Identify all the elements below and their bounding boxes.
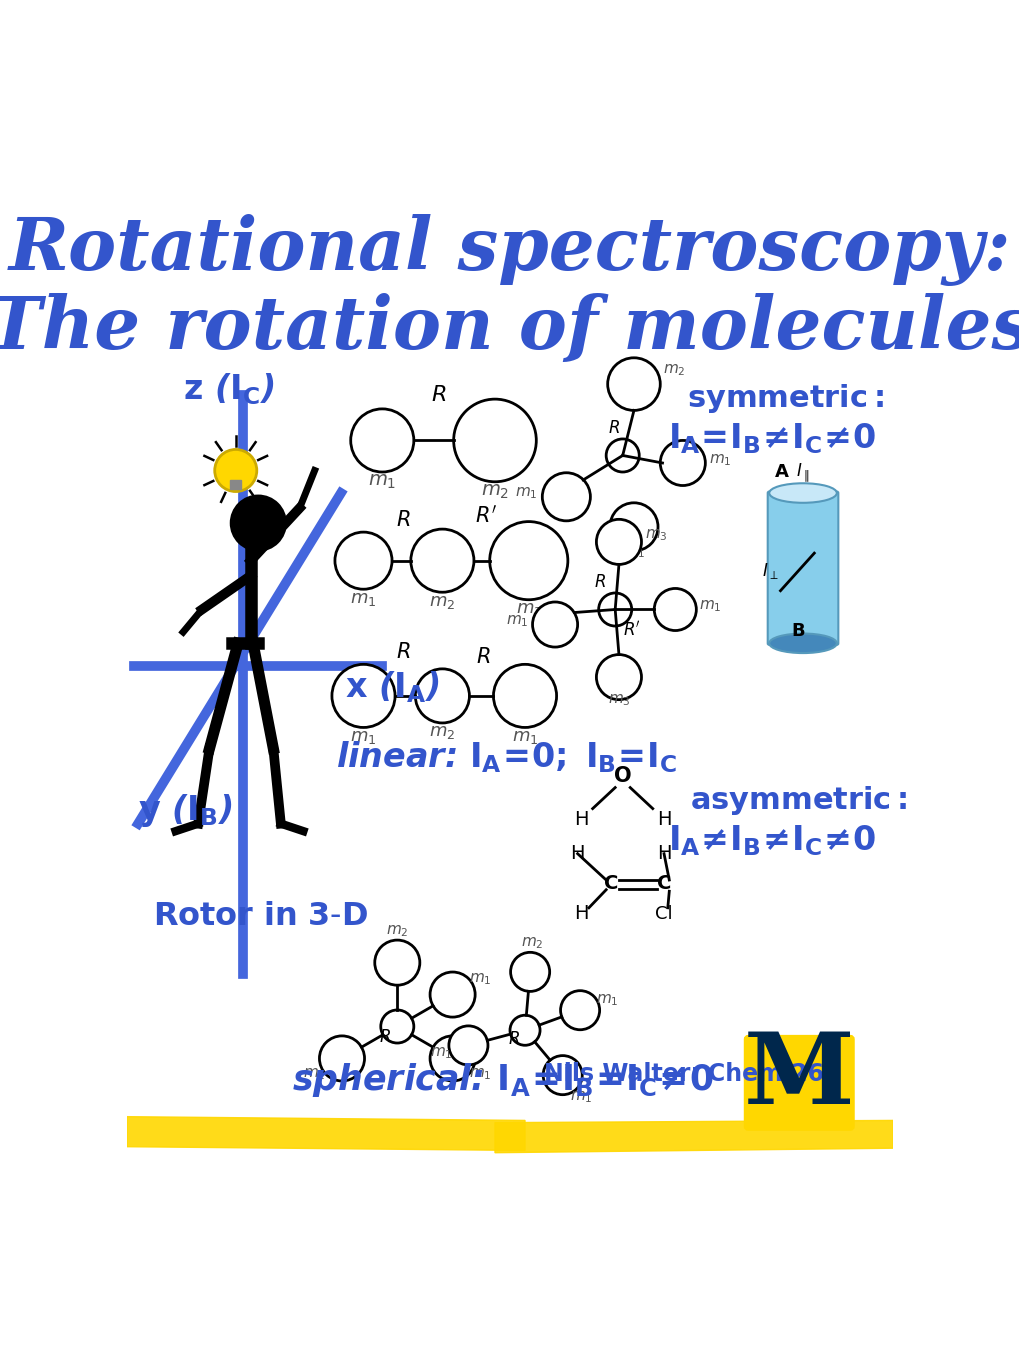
Text: $m_1$: $m_1$ — [468, 970, 491, 987]
Text: $R$: $R$ — [395, 510, 410, 529]
Text: $R$: $R$ — [395, 642, 410, 661]
Text: Cl: Cl — [654, 905, 673, 923]
Text: $R$: $R$ — [476, 646, 490, 667]
Text: $I_{\perp}$: $I_{\perp}$ — [761, 561, 777, 581]
Circle shape — [607, 358, 659, 411]
Text: $m_1$: $m_1$ — [622, 544, 645, 561]
Text: $\mathbf{I_A\!\neq\!I_B\!\neq\!I_C\!\neq\!0}$: $\mathbf{I_A\!\neq\!I_B\!\neq\!I_C\!\neq… — [667, 823, 875, 857]
Text: A: A — [773, 463, 788, 480]
Circle shape — [374, 940, 420, 985]
Circle shape — [334, 532, 391, 589]
Circle shape — [659, 441, 705, 486]
Text: $m_1$: $m_1$ — [512, 728, 538, 746]
Ellipse shape — [768, 483, 836, 502]
Text: $m_1$: $m_1$ — [699, 599, 721, 614]
Circle shape — [542, 472, 590, 521]
Text: $m_2$: $m_2$ — [480, 482, 508, 501]
Circle shape — [609, 502, 657, 551]
Text: H: H — [656, 810, 671, 829]
Polygon shape — [494, 1120, 893, 1153]
Circle shape — [229, 494, 286, 551]
Text: $m_2$: $m_2$ — [429, 593, 455, 611]
Circle shape — [511, 953, 549, 991]
Circle shape — [411, 529, 474, 592]
Text: $m_2$: $m_2$ — [521, 935, 543, 951]
Text: $m_1$: $m_1$ — [708, 452, 731, 468]
Circle shape — [596, 655, 641, 700]
Circle shape — [319, 1036, 364, 1081]
Text: linear: $\mathbf{I_A\!=\!0;\ I_B\!=\!I_C}$: linear: $\mathbf{I_A\!=\!0;\ I_B\!=\!I_C… — [335, 739, 676, 774]
Text: M: M — [743, 1029, 854, 1126]
Polygon shape — [126, 1116, 525, 1150]
Text: $m_1$: $m_1$ — [505, 614, 528, 629]
Bar — [230, 480, 240, 490]
Circle shape — [605, 440, 639, 472]
Circle shape — [596, 520, 641, 565]
Text: $m_3$: $m_3$ — [515, 600, 541, 618]
Text: H: H — [656, 844, 671, 863]
Circle shape — [653, 588, 696, 630]
Circle shape — [560, 991, 599, 1030]
Circle shape — [331, 664, 394, 728]
Text: $\mathbf{asymmetric:}$: $\mathbf{asymmetric:}$ — [690, 784, 907, 817]
Text: $\mathbf{x}$ ($\mathbf{I_A}$): $\mathbf{x}$ ($\mathbf{I_A}$) — [344, 670, 438, 705]
Text: $R$: $R$ — [594, 573, 605, 591]
FancyBboxPatch shape — [767, 491, 838, 645]
Circle shape — [430, 972, 475, 1017]
Text: C: C — [603, 874, 618, 893]
Text: $m_1$: $m_1$ — [595, 992, 618, 1009]
Text: $\mathbf{z}$ ($\mathbf{I_C}$): $\mathbf{z}$ ($\mathbf{I_C}$) — [183, 372, 274, 407]
Circle shape — [598, 593, 631, 626]
FancyBboxPatch shape — [745, 1036, 853, 1130]
Text: $m_3$: $m_3$ — [607, 693, 630, 708]
Text: C: C — [656, 874, 671, 893]
Circle shape — [453, 399, 536, 482]
Text: $m_2$: $m_2$ — [662, 362, 685, 377]
Text: $\mathbf{symmetric:}$: $\mathbf{symmetric:}$ — [686, 381, 882, 415]
Circle shape — [430, 1036, 475, 1081]
Text: B: B — [791, 622, 805, 640]
Circle shape — [510, 1015, 539, 1045]
Text: $m_2$: $m_2$ — [385, 923, 409, 939]
Text: $\mathbf{I_A\!=\!I_B\!\neq\!I_C\!\neq\!0}$: $\mathbf{I_A\!=\!I_B\!\neq\!I_C\!\neq\!0… — [667, 421, 875, 456]
Circle shape — [493, 664, 556, 728]
Text: H: H — [574, 904, 588, 923]
Text: spherical: $\mathbf{I_A\!=\!I_B\!=\!I_C\!\neq\!0}$: spherical: $\mathbf{I_A\!=\!I_B\!=\!I_C\… — [291, 1062, 713, 1100]
Circle shape — [215, 449, 257, 491]
Text: $m_1$: $m_1$ — [429, 1045, 451, 1060]
Text: $m_1$: $m_1$ — [368, 472, 396, 491]
Text: $R$: $R$ — [430, 385, 446, 406]
Text: Rotational spectroscopy:: Rotational spectroscopy: — [9, 214, 1010, 286]
Circle shape — [380, 1010, 414, 1043]
Text: $R$: $R$ — [508, 1030, 520, 1048]
Circle shape — [351, 408, 414, 472]
Text: O: O — [613, 766, 631, 787]
Text: $R'$: $R'$ — [474, 505, 496, 527]
Text: $R$: $R$ — [378, 1028, 390, 1045]
Text: $I_{\parallel}$: $I_{\parallel}$ — [795, 461, 808, 485]
Text: H: H — [574, 810, 588, 829]
Text: H: H — [570, 844, 584, 863]
Text: $m_1$: $m_1$ — [350, 589, 376, 608]
Text: $m_1$: $m_1$ — [303, 1067, 326, 1082]
Circle shape — [489, 521, 568, 600]
Text: $m_1$: $m_1$ — [570, 1089, 592, 1105]
Circle shape — [415, 668, 469, 723]
Circle shape — [532, 602, 577, 646]
Text: $\mathbf{y}$ ($\mathbf{I_B}$): $\mathbf{y}$ ($\mathbf{I_B}$) — [138, 792, 232, 829]
Text: $m_2$: $m_2$ — [429, 724, 455, 742]
Text: The rotation of molecules: The rotation of molecules — [0, 293, 1019, 365]
Text: $R'$: $R'$ — [622, 621, 640, 640]
Text: $m_1$: $m_1$ — [350, 728, 376, 746]
Text: $R$: $R$ — [607, 419, 620, 437]
Text: $\mathbf{Rotor\ in\ 3\text{-}D}$: $\mathbf{Rotor\ in\ 3\text{-}D}$ — [153, 901, 368, 932]
Text: $m_1$: $m_1$ — [515, 486, 537, 501]
Text: $m_3$: $m_3$ — [645, 527, 667, 543]
Circle shape — [543, 1056, 582, 1094]
Text: Nils Walter: Chem 260: Nils Walter: Chem 260 — [543, 1062, 840, 1086]
Circle shape — [448, 1026, 487, 1064]
Text: $m_1$: $m_1$ — [468, 1067, 491, 1082]
Ellipse shape — [768, 633, 836, 653]
